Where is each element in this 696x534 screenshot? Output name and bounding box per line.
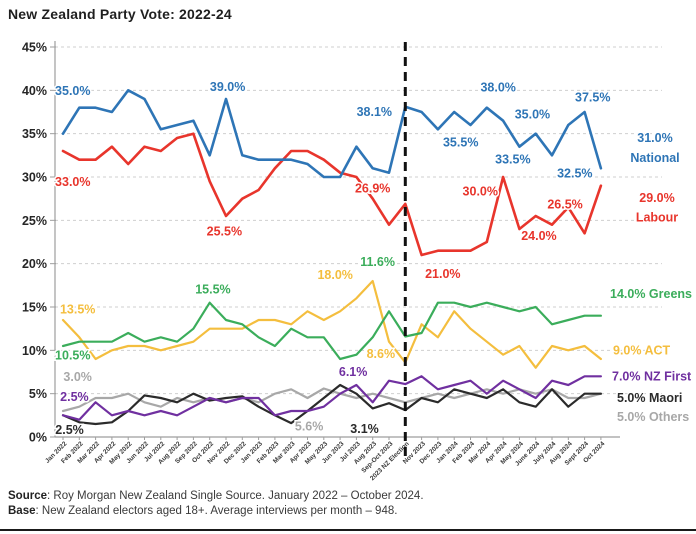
data-label-labour: 30.0% <box>463 185 498 199</box>
data-label-act: 13.5% <box>60 303 95 317</box>
series-end-label-maori: 5.0% Maori <box>617 391 682 405</box>
base-label: Base <box>8 505 36 517</box>
y-axis-label: 15% <box>22 301 47 315</box>
data-label-act: 18.0% <box>317 268 352 282</box>
y-axis-label: 35% <box>22 127 47 141</box>
data-label-labour: 24.0% <box>521 229 556 243</box>
y-axis-label: 45% <box>22 41 47 55</box>
data-label-national: 35.0% <box>55 84 90 98</box>
chart-footnote: Source: Roy Morgan New Zealand Single So… <box>8 489 424 519</box>
series-end-label-act: 9.0% ACT <box>613 343 671 357</box>
series-end-label-labour: Labour <box>636 211 678 225</box>
source-text: : Roy Morgan New Zealand Single Source. … <box>47 490 424 502</box>
data-label-maori: 3.1% <box>350 422 379 436</box>
data-label-others: 3.0% <box>63 370 92 384</box>
y-axis-label: 0% <box>29 431 47 445</box>
data-label-nz-first: 6.1% <box>339 365 368 379</box>
data-label-labour: 21.0% <box>425 267 460 281</box>
data-label-labour: 33.0% <box>55 175 90 189</box>
series-end-label-nz-first: 7.0% NZ First <box>612 369 692 383</box>
source-line: Source: Roy Morgan New Zealand Single So… <box>8 489 424 504</box>
y-axis-label: 10% <box>22 344 47 358</box>
data-label-national: 32.5% <box>557 167 592 181</box>
data-label-national: 39.0% <box>210 80 245 94</box>
bottom-border <box>0 529 696 531</box>
y-axis-label: 40% <box>22 84 47 98</box>
data-label-act: 8.6% <box>367 347 396 361</box>
series-end-label-others: 5.0% Others <box>617 410 689 424</box>
series-line-greens <box>61 301 603 361</box>
chart-canvas: 0%5%10%15%20%25%30%35%40%45%Jan 2022Feb … <box>22 41 693 483</box>
series-line-act <box>61 279 603 369</box>
data-label-labour: 26.5% <box>547 198 582 212</box>
data-label-maori: 2.5% <box>55 423 84 437</box>
series-line-maori <box>61 383 603 426</box>
series-line-labour <box>61 132 603 257</box>
data-label-national: 35.5% <box>443 135 478 149</box>
y-axis-label: 30% <box>22 171 47 185</box>
y-axis-label: 25% <box>22 214 47 228</box>
source-label: Source <box>8 490 47 502</box>
data-label-others: 5.6% <box>295 420 324 434</box>
data-label-greens: 10.5% <box>55 349 90 363</box>
data-label-labour: 25.5% <box>207 225 242 239</box>
series-end-label-greens: 14.0% Greens <box>610 287 692 301</box>
data-label-national: 37.5% <box>575 90 610 104</box>
data-label-national: 38.0% <box>480 81 515 95</box>
data-label-national: 38.1% <box>357 105 392 119</box>
series-line-national <box>61 88 603 179</box>
data-label-national: 35.0% <box>515 108 550 122</box>
series-end-label-national: 31.0% <box>637 131 672 145</box>
page-title: New Zealand Party Vote: 2022-24 <box>8 6 232 22</box>
data-label-greens: 11.6% <box>360 255 395 269</box>
series-end-label-labour: 29.0% <box>639 191 674 205</box>
data-label-greens: 15.5% <box>195 283 230 297</box>
series-end-label-national: National <box>630 151 679 165</box>
y-axis-label: 5% <box>29 387 47 401</box>
party-vote-line-chart: 0% 5% 10% 15% 20% 25% 30% 35% 40% 45% Jan 2022 Feb … <box>0 30 696 493</box>
data-label-labour: 26.9% <box>355 181 390 195</box>
data-label-national: 33.5% <box>495 153 530 167</box>
base-line: Base: New Zealand electors aged 18+. Ave… <box>8 504 424 519</box>
y-axis-label: 20% <box>22 257 47 271</box>
base-text: : New Zealand electors aged 18+. Average… <box>35 505 398 517</box>
series-line-nz-first <box>61 375 603 421</box>
data-label-nz-first: 2.5% <box>60 390 89 404</box>
